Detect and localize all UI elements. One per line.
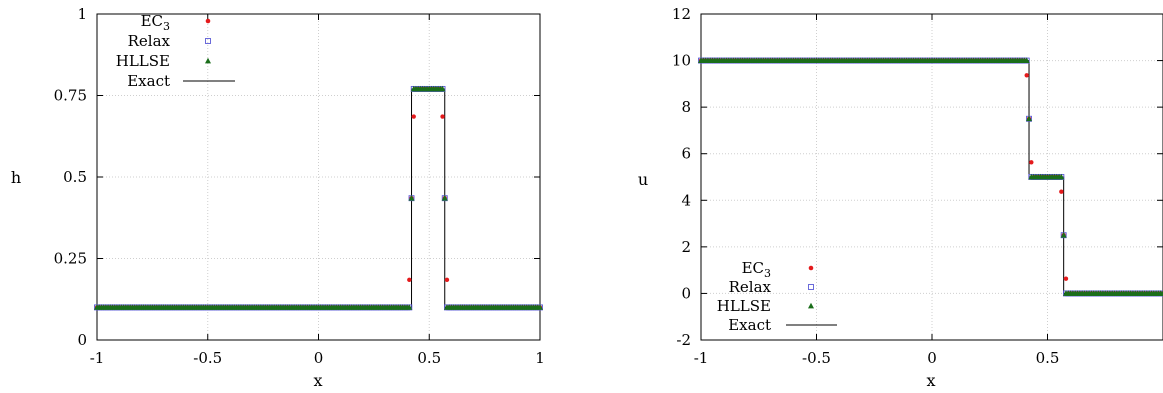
legend-marker <box>808 284 814 290</box>
x-tick-label: 0 <box>927 349 937 367</box>
data-point <box>1058 173 1065 180</box>
y-tick-label: 6 <box>681 145 691 163</box>
y-tick-label: 12 <box>672 5 691 23</box>
data-point <box>1026 115 1033 122</box>
data-point <box>408 194 415 201</box>
y-tick-label: 8 <box>681 98 691 116</box>
legend-entry: EC3 <box>141 12 211 33</box>
data-point <box>537 304 543 310</box>
y-tick-label: -2 <box>676 331 691 349</box>
legend-entry: Relax <box>128 32 211 50</box>
series-ec3 <box>698 58 1163 296</box>
legend-marker <box>205 38 211 44</box>
x-tick-label: -1 <box>90 349 105 367</box>
legend-marker <box>205 57 211 64</box>
grid <box>97 14 540 340</box>
y-tick-label: 0.75 <box>54 87 87 105</box>
series-relax <box>698 57 1163 297</box>
legend-marker <box>808 265 814 271</box>
data-point <box>441 194 448 201</box>
data-point <box>444 277 450 283</box>
y-tick-label: 1 <box>77 5 87 23</box>
legend-label: HLLSE <box>116 52 170 70</box>
legend-subscript: 3 <box>764 267 771 280</box>
y-axis-label: u <box>638 170 648 189</box>
legend-label: EC3 <box>742 259 771 280</box>
legend-label: Relax <box>128 32 171 50</box>
legend-marker <box>808 302 814 309</box>
data-point <box>1024 73 1029 78</box>
series-hllse <box>94 85 543 310</box>
legend-entry: Exact <box>728 316 837 334</box>
data-point <box>1023 57 1030 63</box>
y-tick-label: 0.25 <box>54 250 87 268</box>
x-axis-label: x <box>926 371 935 390</box>
x-tick-label: -0.5 <box>802 349 831 367</box>
legend-subscript: 3 <box>163 20 170 33</box>
y-tick-label: 0 <box>77 331 87 349</box>
data-point <box>1160 290 1163 296</box>
y-tick-label: 0 <box>681 284 691 302</box>
x-tick-label: -0.5 <box>193 349 222 367</box>
data-points <box>698 57 1163 297</box>
legend-marker <box>205 18 211 24</box>
x-tick-label: 0.5 <box>417 349 441 367</box>
data-point <box>407 277 412 283</box>
legend-label: Exact <box>127 72 170 90</box>
y-tick-label: 10 <box>672 52 691 70</box>
data-point <box>1059 189 1064 194</box>
data-points <box>94 85 543 311</box>
data-point <box>440 114 445 119</box>
legend-label: EC3 <box>141 12 170 33</box>
axis-ticks: -1 -0.5 0 0.5 -2 0 2 4 6 8 10 12 <box>672 5 1163 367</box>
legend-label: HLLSE <box>717 297 771 315</box>
legend-entry: Relax <box>729 278 814 296</box>
legend-label: Relax <box>729 278 772 296</box>
data-point <box>1060 232 1067 238</box>
u-plot: -1 -0.5 0 0.5 -2 0 2 4 6 8 10 12 x u EC3RelaxHLLSEE… <box>638 5 1163 390</box>
legend-label: Exact <box>728 316 771 334</box>
y-tick-label: 0.5 <box>63 168 87 186</box>
x-tick-label: 0 <box>314 349 324 367</box>
x-tick-label: -1 <box>694 349 709 367</box>
legend-entry: HLLSE <box>116 52 211 70</box>
y-tick-label: 2 <box>681 238 691 256</box>
series-hllse <box>698 57 1163 296</box>
legend-entry: EC3 <box>742 259 814 280</box>
data-point <box>1063 276 1069 281</box>
data-point <box>411 114 416 119</box>
data-point <box>1029 160 1034 165</box>
data-point <box>406 304 413 310</box>
x-axis-label: x <box>313 371 322 390</box>
x-tick-label: 1 <box>535 349 545 367</box>
legend-entry: Exact <box>127 72 235 90</box>
y-axis-label: h <box>11 168 21 187</box>
data-point <box>439 85 446 92</box>
x-tick-label: 0.5 <box>1036 349 1060 367</box>
legend-entry: HLLSE <box>717 297 814 315</box>
y-tick-label: 4 <box>681 191 691 209</box>
axis-ticks: -1 -0.5 0 0.5 1 0 0.25 0.5 0.75 1 <box>54 5 545 367</box>
